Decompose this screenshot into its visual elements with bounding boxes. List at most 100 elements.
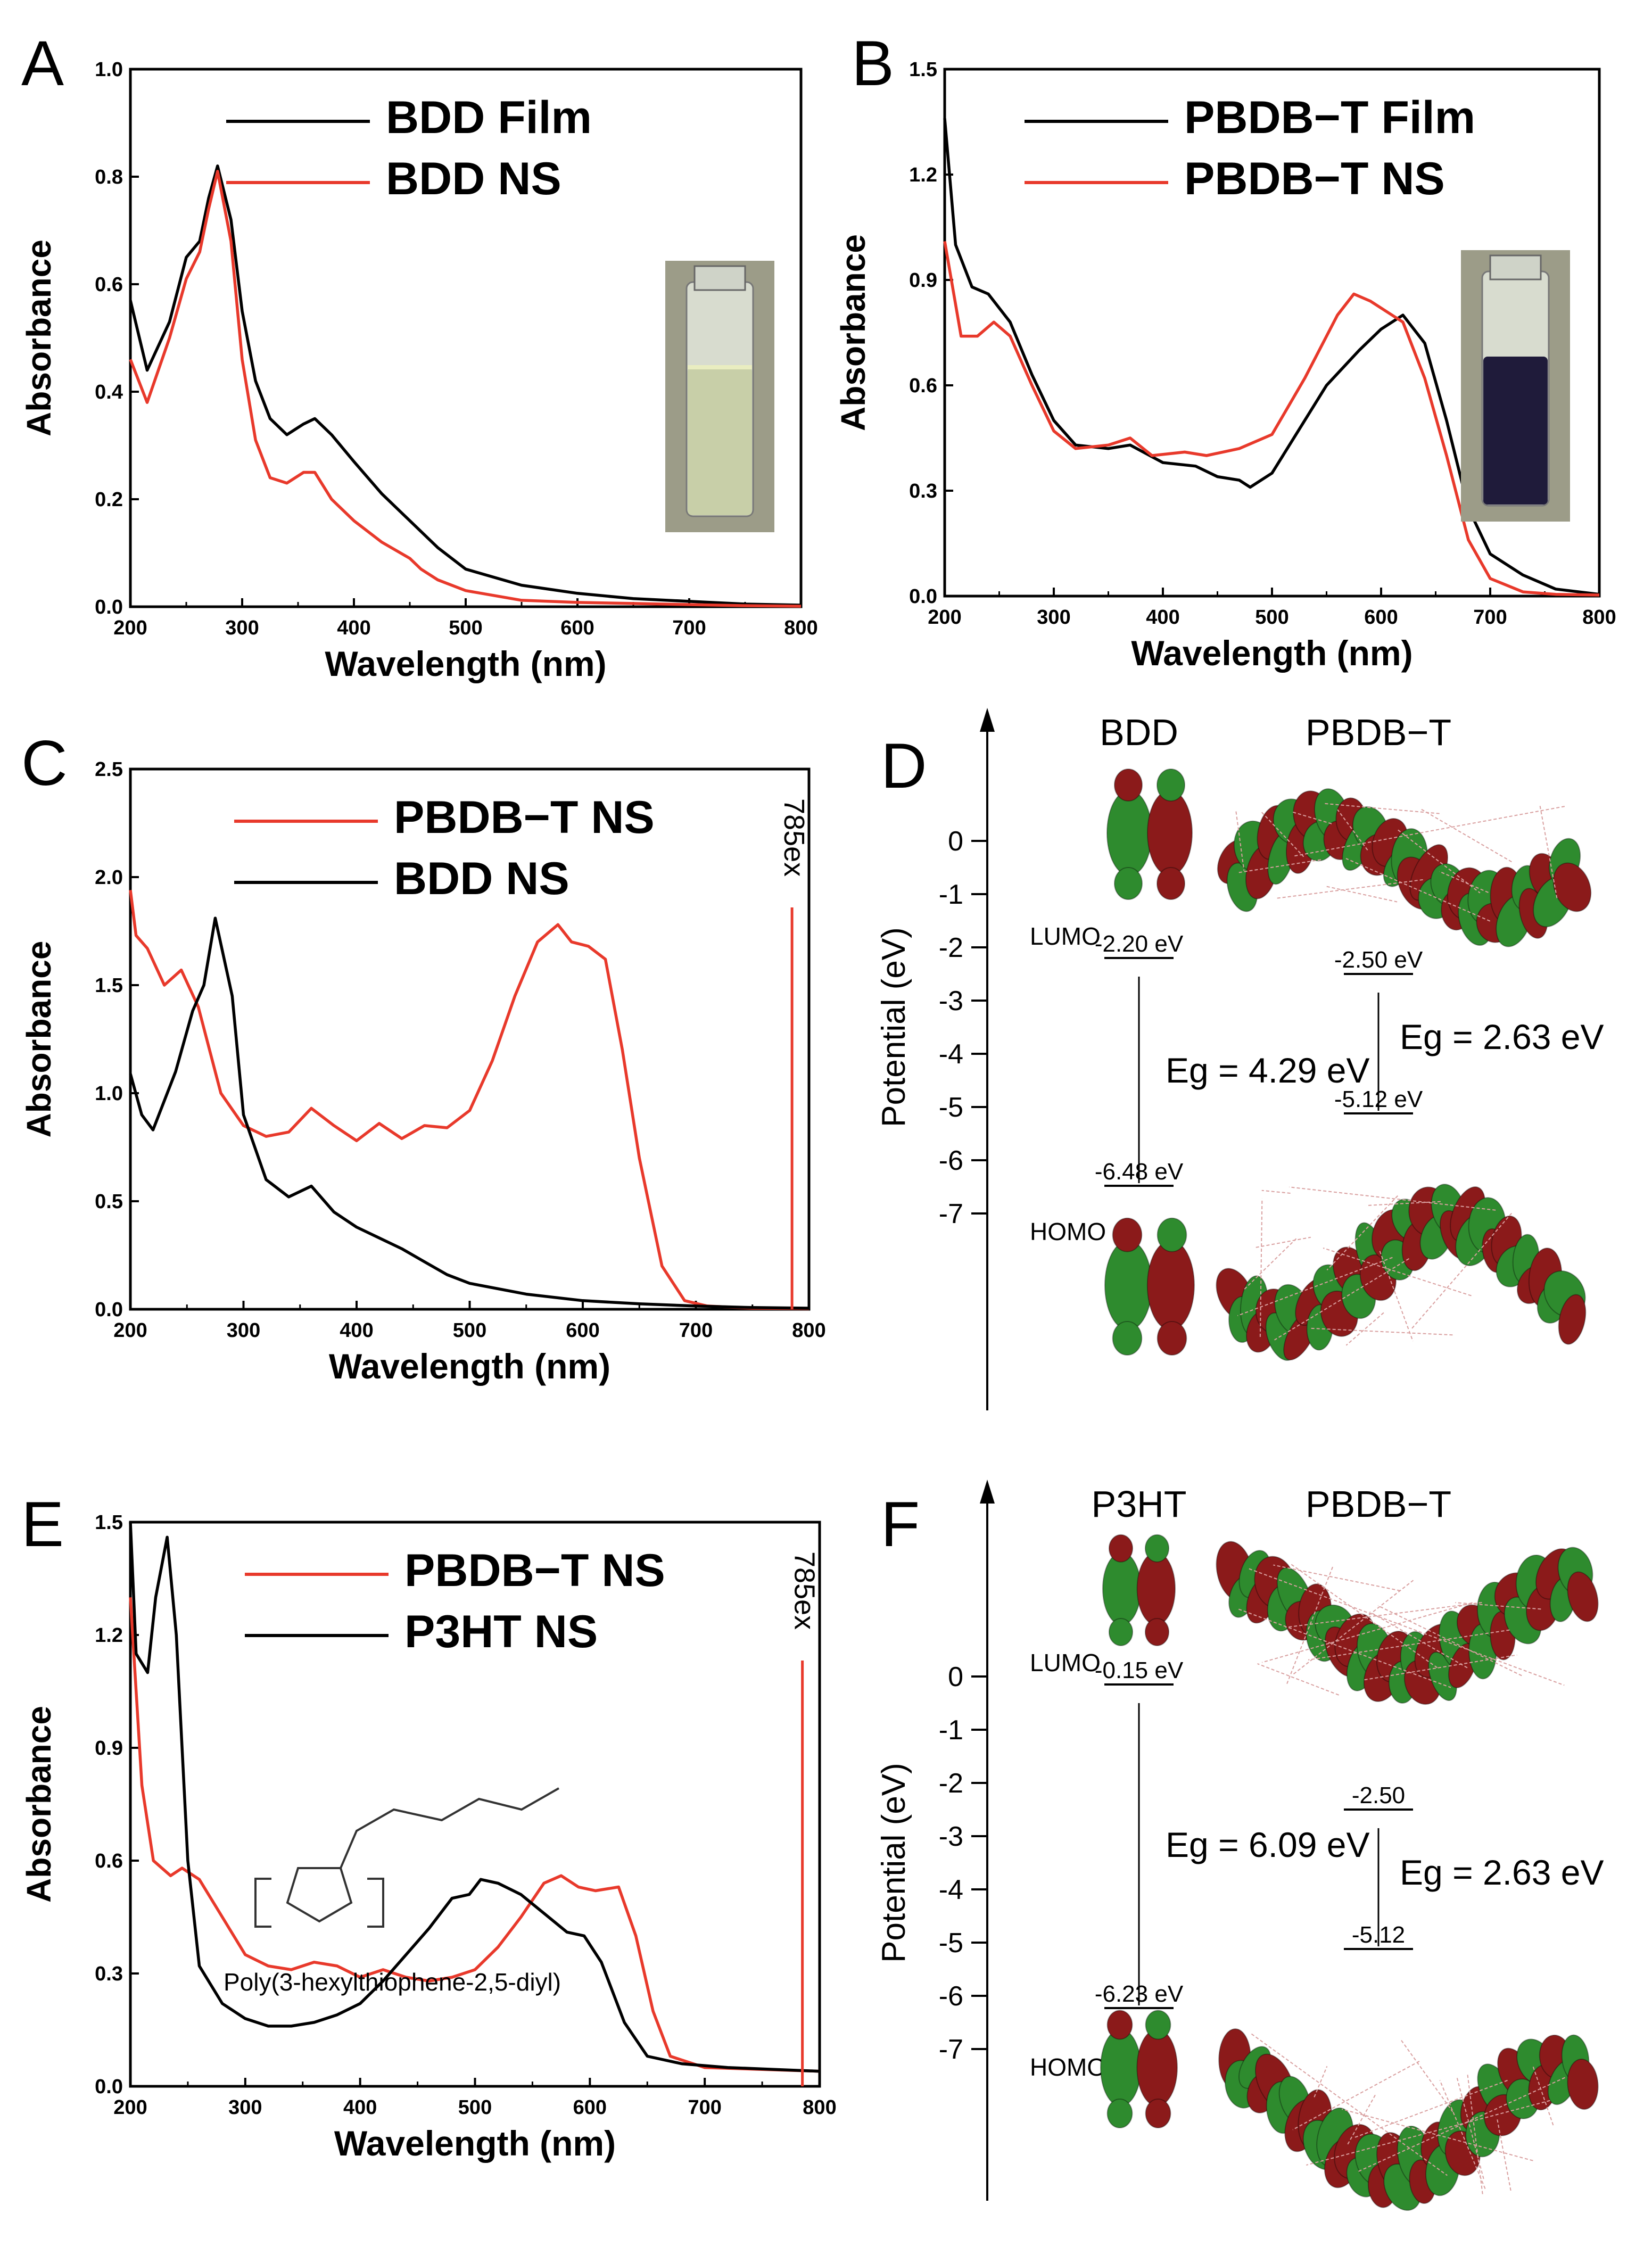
x-tick-label: 800: [792, 1319, 825, 1342]
y-tick-label: 0.0: [95, 1299, 123, 1321]
molecular-bond: [1310, 1327, 1453, 1336]
panel-a: A 200 300 400 500 600 700 800 0.0 0.2 0.4 0.6 0.8 1.0…: [20, 28, 818, 683]
x-tick-label: 500: [1255, 606, 1288, 629]
molecular-bond: [1439, 871, 1489, 893]
molecular-bond: [1325, 803, 1440, 814]
homo-side-label: HOMO: [1030, 1218, 1106, 1245]
orbital-renderings: [1104, 769, 1592, 1361]
y-tick-label: 0.4: [95, 381, 123, 403]
structure-label: Poly(3-hexylthiophene-2,5-diyl): [224, 1968, 561, 1996]
molecular-bond: [1326, 886, 1398, 903]
y-tick-label: 1.2: [909, 164, 937, 186]
molecular-bond: [1368, 1201, 1441, 1206]
panel-b: B 200 300 400 500 600 700 800 0.0 0.3 0.6 0.9 1.2 1.5…: [834, 28, 1616, 673]
y-tick-label: -3: [939, 1821, 963, 1852]
molecular-bond: [1411, 1211, 1514, 1329]
x-tick-label: 400: [1146, 606, 1179, 629]
molecular-bond: [1237, 1257, 1393, 1316]
molecular-bond: [1401, 2040, 1453, 2112]
y-tick-label: 1.5: [95, 1512, 123, 1534]
y-tick-label: 0: [948, 1662, 963, 1692]
y-tick-label: 0.8: [95, 166, 123, 188]
legend-label: BDD NS: [394, 853, 569, 904]
orbital-lobe: [1114, 769, 1143, 802]
molecule-name: PBDB−T: [1306, 712, 1451, 753]
y-tick-label: 1.5: [95, 974, 123, 997]
y-tick-label: 1.5: [909, 59, 937, 81]
orbital-lobe: [1108, 1534, 1134, 1563]
molecular-bond: [1354, 2079, 1510, 2138]
molecular-bond: [1255, 1236, 1311, 1248]
x-tick-label: 800: [803, 2096, 836, 2119]
lumo-side-label: LUMO: [1030, 922, 1101, 950]
orbital-lobe: [1102, 1552, 1142, 1625]
molecular-bond: [1273, 1564, 1401, 1591]
y-tick-label: 2.5: [95, 758, 123, 781]
vial-liquid: [688, 367, 752, 515]
hexyl-chain: [340, 1787, 559, 1869]
x-tick-label: 600: [560, 617, 594, 639]
y-tick-label: -7: [939, 1199, 963, 1229]
legend-label: PBDB−T NS: [404, 1545, 665, 1596]
panel-letter: E: [21, 1489, 64, 1560]
x-tick-label: 300: [227, 1319, 260, 1342]
molecular-bond: [1496, 2117, 1511, 2191]
y-tick-label: 0.9: [95, 1737, 123, 1760]
molecular-bond: [1261, 1602, 1473, 1663]
y-axis-label: Absorbance: [20, 239, 58, 436]
x-tick-label: 200: [113, 617, 147, 639]
y-tick-label: -5: [939, 1928, 963, 1959]
y-tick-label: -1: [939, 879, 963, 910]
orbital-lobe: [1136, 1552, 1176, 1625]
series-line-pbdb-t-ns: [129, 1597, 820, 2073]
panel-letter: F: [881, 1489, 920, 1560]
y-tick-label: -4: [939, 1874, 963, 1905]
x-tick-label: 300: [228, 2096, 262, 2119]
y-axis-label: Potential (eV): [875, 927, 912, 1127]
orbital-lobe: [1157, 769, 1185, 802]
y-tick-label: 0: [948, 826, 963, 857]
molecule-name: P3HT: [1092, 1483, 1187, 1525]
orbital-lobe: [1567, 2058, 1599, 2110]
y-tick-label: 0.3: [95, 1963, 123, 1985]
thiophene-ring: [286, 1867, 353, 1923]
molecular-bond: [1235, 811, 1245, 871]
molecular-bond: [1345, 1312, 1384, 1346]
x-tick-label: 200: [113, 2096, 147, 2119]
orbital-lobe: [1104, 1240, 1153, 1331]
inset-vial-photo: [1461, 250, 1570, 522]
y-tick-label: 0.0: [95, 596, 123, 618]
x-tick-label: 700: [1473, 606, 1507, 629]
y-tick-label: -6: [939, 1981, 963, 2012]
panel-letter: A: [21, 28, 64, 99]
x-tick-label: 400: [343, 2096, 377, 2119]
orbital-lobe: [1157, 1321, 1187, 1356]
x-tick-label: 600: [573, 2096, 607, 2119]
orbital-lobe: [1552, 862, 1592, 912]
molecular-bond: [1288, 1186, 1496, 1211]
y-tick-label: 0.6: [95, 1850, 123, 1872]
y-axis-label: Absorbance: [20, 941, 58, 1138]
lumo-value-label: -2.20 eV: [1095, 931, 1184, 957]
y-tick-label: 0.2: [95, 489, 123, 511]
legend-label: PBDB−T Film: [1184, 92, 1475, 143]
orbital-lobe: [1157, 867, 1185, 900]
y-tick-label: -1: [939, 1715, 963, 1746]
x-tick-label: 300: [225, 617, 259, 639]
inset-vial-photo: [665, 261, 774, 532]
panel-c: C 200 300 400 500 600 700 800 0.0 0.5 1.0 1.5 2.0 2.5…: [20, 728, 826, 1386]
molecular-bond: [1292, 811, 1332, 824]
molecular-bond: [1238, 859, 1321, 873]
x-tick-label: 700: [679, 1319, 713, 1342]
orbital-lobe: [1144, 1534, 1170, 1563]
y-axis-label: Potential (eV): [875, 1763, 912, 1963]
bracket-right: [367, 1878, 384, 1928]
series-line-pbdb-t-ns: [129, 890, 810, 1310]
orbital-lobe: [1100, 2029, 1142, 2107]
panel-letter: C: [21, 728, 68, 799]
molecular-bond: [1259, 1198, 1263, 1337]
gap-label: Eg = 2.63 eV: [1400, 1017, 1604, 1056]
x-tick-label: 500: [449, 617, 482, 639]
panel-letter: D: [881, 730, 927, 802]
